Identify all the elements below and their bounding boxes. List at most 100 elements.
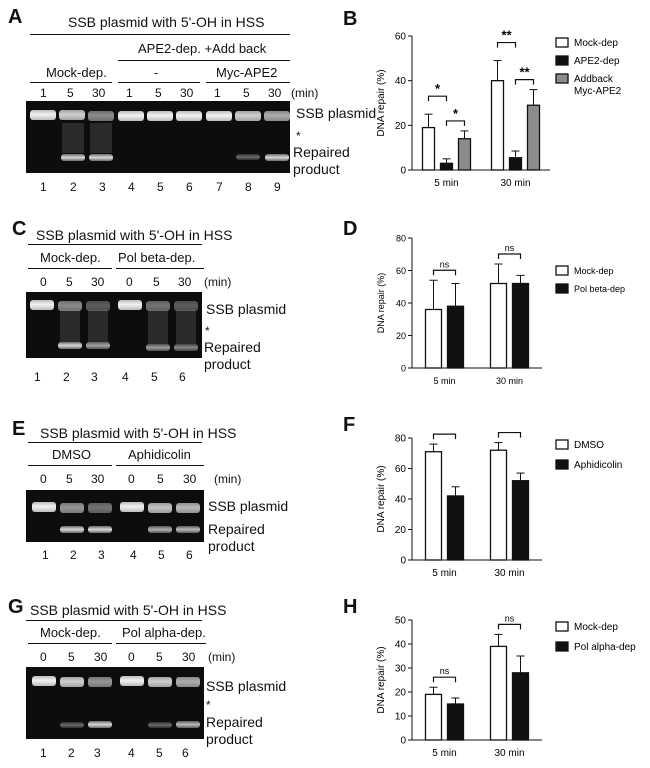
panel-e-time-1: 0 [40,472,47,486]
panel-c-time-5: 5 [153,275,160,289]
y-tick-label: 50 [395,616,407,627]
significance-label: ns [440,666,450,676]
gel-band [235,111,261,121]
panel-c-lane-1: 1 [34,370,41,384]
legend-swatch [555,439,569,450]
panel-e-time-4: 0 [128,472,135,486]
gel-band [30,110,56,120]
panel-e-min-label: (min) [214,472,242,486]
legend-label: Myc-APE2 [574,86,622,97]
panel-c-title-rule [28,244,202,245]
panel-a-header2-rule [118,60,290,61]
panel-g-title: SSB plasmid with 5'-OH in HSS [30,602,227,618]
gel-band [236,154,260,160]
panel-g-time-5: 5 [156,650,163,664]
y-tick-label: 40 [395,495,407,506]
x-tick-label: 30 min [494,568,524,579]
panel-c-label-ssb: SSB plasmid [206,301,287,317]
panel-label-g: G [8,596,24,618]
gel-band [265,154,289,161]
bar [446,495,465,561]
x-tick-label: 30 min [496,376,523,386]
gel-smear [90,123,112,153]
panel-e-group-aphidicolin: Aphidicolin [128,447,191,462]
panel-e-lane-3: 3 [98,548,105,562]
gel-smear [60,310,80,344]
y-tick-label: 20 [395,121,407,132]
significance-label: * [507,428,513,433]
panel-g-time-2: 5 [68,650,75,664]
panel-c-lane-2: 2 [63,370,70,384]
y-tick-label: 80 [395,434,407,445]
panel-g-group-polalpha: Pol alpha-dep. [122,625,206,640]
gel-band [30,300,54,310]
y-axis-label: DNA repair (%) [376,465,387,532]
panel-e-lane-5: 5 [158,548,165,562]
gel-band [60,503,84,513]
panel-a-group-rule-1 [30,82,112,83]
x-tick-label: 30 min [494,748,524,759]
significance-label: ** [501,28,512,43]
legend-swatch [555,621,569,632]
y-axis-label: DNA repair (%) [376,646,387,713]
panel-g-group-rule-1 [28,643,112,644]
legend-label: Mock-dep [574,622,618,633]
panel-e-title-rule [28,442,202,443]
gel-band [88,721,112,728]
panel-c-time-3: 30 [91,275,105,289]
y-tick-label: 0 [400,556,406,567]
panel-a-title: SSB plasmid with 5'-OH in HSS [68,14,265,30]
panel-e-time-5: 5 [157,472,164,486]
significance-bracket [445,120,466,126]
y-tick-label: 20 [395,525,407,536]
panel-e-group-dmso: DMSO [52,447,91,462]
panel-label-e: E [12,418,26,440]
legend-swatch [555,265,569,276]
significance-bracket [497,253,522,259]
bar [424,451,443,561]
gel-band [174,301,198,311]
bar [446,305,465,369]
legend-swatch [555,641,569,652]
panel-g-time-3: 30 [94,650,108,664]
panel-g-lane-3: 3 [94,746,101,760]
gel-band [148,526,172,533]
panel-e-time-6: 30 [183,472,197,486]
gel-band [146,344,170,351]
panel-a-label-star: * [296,129,301,143]
gel-band [206,111,232,121]
significance-label: * [453,106,459,121]
panel-e-time-3: 30 [91,472,105,486]
panel-a-lane-4: 4 [128,180,135,194]
panel-a-header2: APE2-dep. +Add back [138,41,267,56]
gel-band [86,342,110,349]
panel-c-lane-3: 3 [91,370,98,384]
legend-swatch [555,37,569,48]
panel-label-b: B [343,8,358,30]
y-tick-label: 0 [400,736,406,747]
bar [511,672,530,741]
bar [424,693,443,741]
gel-band [59,110,85,120]
panel-c-label-product: product [204,356,251,372]
panel-a-time-9: 30 [268,86,282,100]
x-tick-label: 5 min [434,178,458,189]
significance-bracket [432,269,457,276]
panel-g-time-1: 0 [40,650,47,664]
panel-label-h: H [343,596,358,618]
panel-g-gel [26,667,204,739]
panel-a-min-label: (min) [291,86,319,100]
panel-g-label-ssb: SSB plasmid [206,678,287,694]
panel-c-label-repaired: Repaired [204,339,261,355]
panel-a-lane-7: 7 [216,180,223,194]
panel-g-time-4: 0 [128,650,135,664]
chart-panel-d: 0 20 40 60 80 DNA repair (%) 5 min 30 min ns ns Mo… [376,234,625,387]
panel-e-label-product: product [208,538,255,554]
panel-g-label-repaired: Repaired [206,714,263,730]
panel-c-title: SSB plasmid with 5'-OH in HSS [36,227,233,243]
gel-band [32,502,56,512]
panel-e-lane-1: 1 [42,548,49,562]
panel-c-lane-4: 4 [122,370,129,384]
bar [508,157,523,171]
